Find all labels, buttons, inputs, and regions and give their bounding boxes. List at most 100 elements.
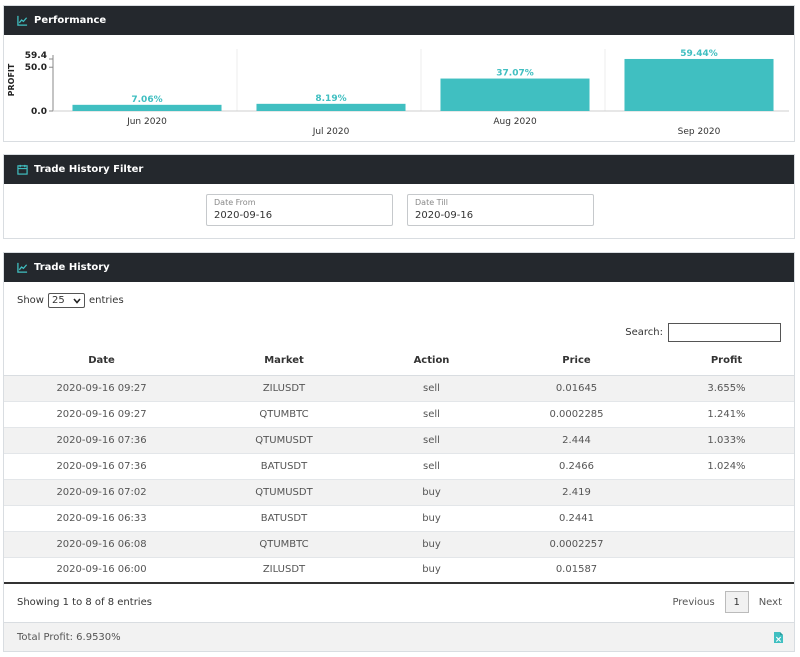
entries-label: entries	[88, 295, 124, 306]
table-footer: Total Profit: 6.9530%	[4, 622, 794, 651]
bar	[440, 78, 590, 111]
cell-action: sell	[369, 401, 494, 428]
column-header-price[interactable]: Price	[494, 347, 659, 376]
table-row: 2020-09-16 09:27 ZILUSDT sell 0.01645 3.…	[4, 375, 794, 402]
bar-value-label: 8.19%	[315, 94, 346, 104]
cell-date: 2020-09-16 06:33	[4, 505, 199, 532]
y-tick-label: 0.0	[31, 107, 47, 117]
cell-market: ZILUSDT	[199, 557, 369, 584]
next-button[interactable]: Next	[758, 596, 782, 608]
date-till-label: Date Till	[415, 198, 448, 207]
cell-market: QTUMBTC	[199, 531, 369, 558]
cell-action: buy	[369, 479, 494, 506]
performance-header: Performance	[4, 6, 794, 35]
pagination: Previous 1 Next	[672, 591, 782, 613]
cell-profit: 1.033%	[659, 427, 794, 454]
table-row: 2020-09-16 07:36 BATUSDT sell 0.2466 1.0…	[4, 453, 794, 480]
table-row: 2020-09-16 06:08 QTUMBTC buy 0.0002257	[4, 531, 794, 558]
calendar-icon	[17, 164, 28, 175]
trade-history-table: Date Market Action Price Profit 2020-09-…	[4, 347, 794, 584]
bar-value-label: 37.07%	[496, 69, 534, 79]
table-row: 2020-09-16 09:27 QTUMBTC sell 0.0002285 …	[4, 401, 794, 428]
performance-title: Performance	[34, 15, 107, 26]
cell-profit: 1.024%	[659, 453, 794, 480]
cell-market: BATUSDT	[199, 505, 369, 532]
cell-action: sell	[369, 375, 494, 402]
page-length-control: Show 25 entries	[17, 293, 124, 308]
y-tick-label: 59.4	[25, 51, 47, 61]
date-from-field[interactable]: Date From 2020-09-16	[206, 194, 393, 226]
x-tick-label: Jun 2020	[126, 117, 167, 127]
search-label: Search:	[625, 327, 663, 338]
table-row: 2020-09-16 06:33 BATUSDT buy 0.2441	[4, 505, 794, 532]
filter-title: Trade History Filter	[34, 164, 144, 175]
filter-header: Trade History Filter	[4, 155, 794, 184]
cell-action: buy	[369, 557, 494, 584]
cell-profit	[659, 531, 794, 558]
table-row: 2020-09-16 06:00 ZILUSDT buy 0.01587	[4, 557, 794, 584]
bar-value-label: 59.44%	[680, 49, 718, 59]
previous-button[interactable]: Previous	[672, 596, 715, 608]
history-header: Trade History	[4, 253, 794, 282]
total-profit: Total Profit: 6.9530%	[17, 631, 121, 643]
performance-card: Performance 59.4 50.0 0.0 PROFIT 7.06% Jun 20…	[3, 5, 795, 142]
cell-market: QTUMUSDT	[199, 479, 369, 506]
cell-market: ZILUSDT	[199, 375, 369, 402]
cell-action: buy	[369, 505, 494, 532]
date-till-field[interactable]: Date Till 2020-09-16	[407, 194, 594, 226]
chevron-down-icon	[73, 297, 81, 304]
cell-market: QTUMUSDT	[199, 427, 369, 454]
page-size-select[interactable]: 25	[47, 293, 85, 308]
bar	[72, 104, 222, 111]
column-header-profit[interactable]: Profit	[659, 347, 794, 376]
column-header-date[interactable]: Date	[4, 347, 199, 376]
table-row: 2020-09-16 07:02 QTUMUSDT buy 2.419	[4, 479, 794, 506]
cell-action: buy	[369, 531, 494, 558]
y-tick-label: 50.0	[25, 63, 47, 73]
date-from-value[interactable]: 2020-09-16	[214, 210, 273, 221]
file-excel-icon[interactable]	[774, 631, 783, 643]
line-chart-icon	[17, 262, 28, 273]
cell-date: 2020-09-16 09:27	[4, 375, 199, 402]
cell-date: 2020-09-16 07:36	[4, 427, 199, 454]
trade-history-filter-card: Trade History Filter Date From 2020-09-1…	[3, 154, 795, 239]
date-till-value[interactable]: 2020-09-16	[415, 210, 474, 221]
table-info: Showing 1 to 8 of 8 entries	[17, 597, 152, 608]
x-tick-label: Jul 2020	[312, 127, 350, 137]
page-size-value: 25	[51, 295, 65, 306]
cell-date: 2020-09-16 07:02	[4, 479, 199, 506]
bar	[256, 103, 406, 111]
bar-value-label: 7.06%	[131, 95, 162, 105]
cell-market: QTUMBTC	[199, 401, 369, 428]
y-axis-label: PROFIT	[7, 63, 16, 96]
x-tick-label: Sep 2020	[678, 127, 721, 137]
cell-price: 0.0002257	[494, 531, 659, 558]
bar	[624, 58, 774, 111]
history-title: Trade History	[34, 262, 110, 273]
cell-price: 2.419	[494, 479, 659, 506]
cell-price: 0.01645	[494, 375, 659, 402]
show-label: Show	[17, 295, 44, 306]
cell-price: 0.2466	[494, 453, 659, 480]
cell-profit	[659, 557, 794, 584]
cell-profit: 1.241%	[659, 401, 794, 428]
search-control: Search:	[625, 323, 781, 342]
cell-date: 2020-09-16 09:27	[4, 401, 199, 428]
cell-price: 0.2441	[494, 505, 659, 532]
search-input[interactable]	[668, 323, 781, 342]
table-header-row: Date Market Action Price Profit	[4, 347, 794, 376]
cell-price: 2.444	[494, 427, 659, 454]
cell-action: sell	[369, 453, 494, 480]
x-tick-label: Aug 2020	[493, 117, 537, 127]
column-header-market[interactable]: Market	[199, 347, 369, 376]
table-row: 2020-09-16 07:36 QTUMUSDT sell 2.444 1.0…	[4, 427, 794, 454]
cell-date: 2020-09-16 07:36	[4, 453, 199, 480]
page-1-button[interactable]: 1	[724, 591, 749, 613]
cell-date: 2020-09-16 06:08	[4, 531, 199, 558]
cell-market: BATUSDT	[199, 453, 369, 480]
column-header-action[interactable]: Action	[369, 347, 494, 376]
cell-profit	[659, 479, 794, 506]
cell-price: 0.0002285	[494, 401, 659, 428]
cell-profit: 3.655%	[659, 375, 794, 402]
performance-chart: 59.4 50.0 0.0 PROFIT 7.06% Jun 2020 8.19% Jul 2…	[7, 49, 789, 137]
